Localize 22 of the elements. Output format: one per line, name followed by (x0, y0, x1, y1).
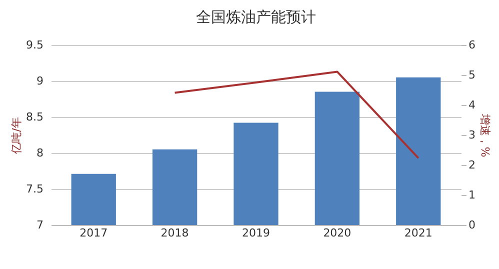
y-tick-label: 7 (36, 218, 44, 232)
y-axis-title: 亿吨/年 (10, 117, 24, 155)
x-tick-label: 2020 (323, 226, 352, 240)
y2-axis-title: 增速，% (478, 112, 492, 158)
y2-tick-label: 3 (468, 128, 476, 142)
y2-tick-label: 5 (468, 68, 476, 82)
y-tick-label: 9.5 (26, 38, 44, 52)
y2-tick-label: 2 (468, 158, 476, 172)
y2-tick-label: 6 (468, 38, 476, 52)
y-tick-label: 8 (36, 146, 44, 160)
line-series (174, 70, 420, 160)
y2-tick-label: 0 (468, 218, 476, 232)
x-tick-label: 2018 (160, 226, 189, 240)
y-tick-label: 8.5 (26, 110, 44, 124)
x-tick-label: 2019 (242, 226, 270, 240)
x-tick-label: 2017 (80, 226, 108, 240)
chart-title: 全国炼油产能预计 (196, 8, 316, 26)
y-tick-label: 9 (36, 74, 44, 88)
y2-tick-label: 4 (468, 98, 476, 112)
y2-tick-label: 1 (468, 188, 476, 202)
x-tick-label: 2021 (404, 226, 432, 240)
y-tick-label: 7.5 (26, 182, 44, 196)
